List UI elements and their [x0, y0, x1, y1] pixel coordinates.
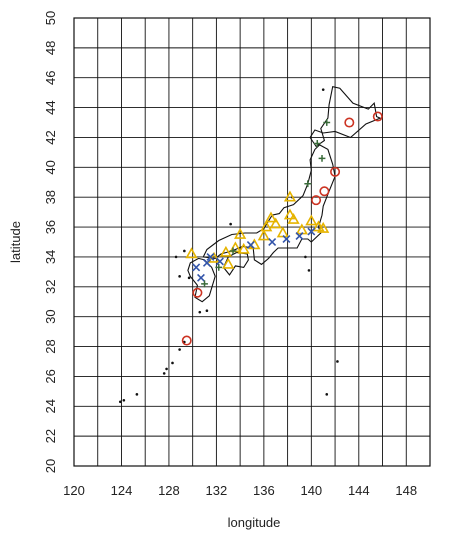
- y-tick-label: 48: [43, 41, 58, 55]
- islet: [174, 255, 178, 259]
- data-point-x: [192, 263, 201, 272]
- x-tick-label: 120: [63, 483, 85, 498]
- islet: [205, 309, 209, 312]
- x-axis-label: longitude: [228, 515, 281, 530]
- data-point-plus: [215, 263, 223, 271]
- x-tick-label: 124: [111, 483, 133, 498]
- data-point-x: [307, 227, 316, 236]
- y-tick-label: 38: [43, 190, 58, 204]
- data-point-circle: [372, 111, 383, 122]
- grid: [73, 17, 431, 467]
- y-tick-label: 30: [43, 309, 58, 323]
- data-point-triangle: [283, 208, 297, 220]
- islet: [304, 255, 307, 259]
- islet: [321, 88, 325, 91]
- data-point-triangle: [229, 241, 242, 253]
- data-point-triangle: [222, 257, 235, 269]
- data-point-x: [282, 235, 291, 243]
- x-tick-label: 140: [300, 483, 322, 498]
- islet: [325, 393, 329, 396]
- data-point-circle: [330, 166, 341, 177]
- data-point-triangle: [185, 247, 198, 259]
- islet: [178, 348, 181, 351]
- data-point-triangle: [276, 226, 289, 238]
- data-points: [181, 111, 383, 346]
- data-point-triangle: [305, 214, 318, 226]
- data-point-plus: [229, 247, 237, 255]
- data-point-circle: [311, 195, 322, 206]
- islet: [171, 361, 174, 365]
- islet: [162, 372, 166, 375]
- data-point-triangle: [260, 220, 273, 232]
- y-tick-label: 42: [43, 130, 58, 144]
- islet: [198, 310, 202, 314]
- data-point-triangle: [312, 220, 325, 232]
- data-point-circle: [192, 287, 203, 298]
- data-point-x: [215, 257, 224, 266]
- data-point-triangle: [295, 223, 308, 235]
- data-point-plus: [318, 154, 326, 162]
- y-tick-label: 22: [43, 429, 58, 443]
- data-point-plus: [323, 119, 331, 126]
- y-tick-label: 50: [43, 11, 58, 25]
- data-point-x: [246, 241, 255, 249]
- islet: [122, 398, 126, 402]
- x-tick-label: 136: [253, 483, 275, 498]
- data-point-circle: [319, 186, 330, 197]
- x-tick-label: 148: [395, 483, 417, 498]
- x-tick-label: 144: [348, 483, 370, 498]
- y-tick-label: 32: [43, 280, 58, 294]
- data-point-triangle: [264, 211, 278, 223]
- data-point-plus: [304, 180, 312, 188]
- y-tick-label: 46: [43, 70, 58, 84]
- y-tick-label: 34: [43, 250, 58, 264]
- islet: [183, 249, 186, 253]
- islet: [307, 269, 311, 272]
- data-point-x: [206, 252, 215, 261]
- plot-frame: [73, 17, 431, 467]
- x-tick-label: 132: [206, 483, 228, 498]
- y-tick-labels: 20 22 24 26 28 30 32 34 36 38 40 42 44 46 48 50: [43, 11, 58, 473]
- data-point-triangle: [283, 190, 297, 202]
- islet: [118, 400, 122, 404]
- data-point-circle: [181, 335, 192, 346]
- data-point-triangle: [257, 229, 270, 241]
- data-point-triangle: [219, 245, 233, 257]
- data-point-triangle: [234, 227, 247, 239]
- y-tick-label: 36: [43, 220, 58, 234]
- y-axis-label: latitude: [8, 221, 23, 263]
- data-point-circle: [344, 117, 355, 128]
- islet: [178, 275, 181, 278]
- y-tick-label: 40: [43, 160, 58, 174]
- data-point-x: [197, 273, 205, 282]
- y-tick-label: 20: [43, 459, 58, 473]
- data-point-plus: [201, 280, 208, 288]
- data-point-triangle: [237, 242, 250, 254]
- islet: [165, 367, 168, 371]
- island-outline: [309, 86, 382, 148]
- data-point-x: [295, 232, 304, 240]
- data-point-triangle: [269, 217, 282, 229]
- islet: [135, 393, 139, 396]
- data-point-plus: [313, 140, 321, 147]
- x-tick-labels: 120 124 128 132 136 140 144 148: [63, 483, 417, 498]
- x-tick-label: 128: [158, 483, 180, 498]
- data-point-x: [202, 258, 211, 267]
- islet: [229, 222, 232, 226]
- y-tick-label: 28: [43, 339, 58, 353]
- islet: [336, 360, 339, 363]
- y-tick-label: 24: [43, 399, 58, 413]
- y-tick-label: 26: [43, 369, 58, 383]
- islet: [187, 276, 191, 280]
- y-tick-label: 44: [43, 100, 58, 114]
- data-point-x: [268, 238, 277, 246]
